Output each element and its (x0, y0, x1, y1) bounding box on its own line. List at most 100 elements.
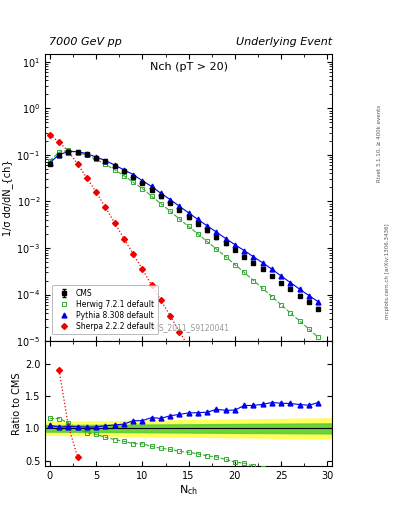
Pythia 8.308 default (103, 158, 108, 164)
Herwig 7.2.1 default (242, 269, 246, 275)
Herwig 7.2.1 default (307, 326, 311, 332)
Sherpa 2.2.2 default (84, 175, 89, 181)
Legend: CMS, Herwig 7.2.1 default, Pythia 8.308 default, Sherpa 2.2.2 default: CMS, Herwig 7.2.1 default, Pythia 8.308 … (52, 285, 158, 334)
Pythia 8.308 default (121, 167, 126, 173)
Sherpa 2.2.2 default (279, 445, 283, 451)
Sherpa 2.2.2 default (177, 329, 182, 335)
Herwig 7.2.1 default (196, 231, 200, 237)
Herwig 7.2.1 default (112, 167, 117, 173)
Line: Herwig 7.2.1 default: Herwig 7.2.1 default (48, 148, 321, 340)
Pythia 8.308 default (149, 183, 154, 189)
Herwig 7.2.1 default (214, 246, 219, 252)
Herwig 7.2.1 default (48, 158, 52, 164)
Sherpa 2.2.2 default (112, 220, 117, 226)
Pythia 8.308 default (94, 154, 99, 160)
Herwig 7.2.1 default (298, 318, 302, 324)
Sherpa 2.2.2 default (233, 406, 237, 412)
Herwig 7.2.1 default (121, 173, 126, 179)
Herwig 7.2.1 default (158, 201, 163, 207)
Sherpa 2.2.2 default (196, 359, 200, 365)
Pythia 8.308 default (288, 280, 293, 286)
Pythia 8.308 default (279, 273, 283, 279)
Text: Rivet 3.1.10, ≥ 400k events: Rivet 3.1.10, ≥ 400k events (377, 105, 382, 182)
Pythia 8.308 default (242, 247, 246, 253)
Herwig 7.2.1 default (316, 334, 321, 340)
Sherpa 2.2.2 default (298, 463, 302, 470)
Sherpa 2.2.2 default (260, 431, 265, 437)
Sherpa 2.2.2 default (66, 148, 71, 154)
Herwig 7.2.1 default (270, 293, 274, 300)
Sherpa 2.2.2 default (121, 236, 126, 242)
Herwig 7.2.1 default (168, 208, 173, 214)
Pythia 8.308 default (186, 210, 191, 216)
Herwig 7.2.1 default (288, 310, 293, 316)
Herwig 7.2.1 default (205, 239, 209, 245)
Sherpa 2.2.2 default (48, 132, 52, 138)
Sherpa 2.2.2 default (158, 297, 163, 304)
Herwig 7.2.1 default (57, 149, 61, 155)
Sherpa 2.2.2 default (57, 139, 61, 145)
Pythia 8.308 default (177, 203, 182, 209)
Herwig 7.2.1 default (84, 152, 89, 158)
Pythia 8.308 default (66, 148, 71, 155)
Pythia 8.308 default (307, 292, 311, 298)
Sherpa 2.2.2 default (205, 373, 209, 379)
Line: Sherpa 2.2.2 default: Sherpa 2.2.2 default (48, 133, 320, 483)
Sherpa 2.2.2 default (214, 386, 219, 392)
Y-axis label: 1/σ dσ/dN_{ch}: 1/σ dσ/dN_{ch} (2, 159, 13, 236)
Pythia 8.308 default (196, 217, 200, 223)
Herwig 7.2.1 default (94, 156, 99, 162)
Pythia 8.308 default (205, 223, 209, 229)
Pythia 8.308 default (75, 148, 80, 155)
Herwig 7.2.1 default (177, 216, 182, 222)
Sherpa 2.2.2 default (288, 455, 293, 461)
Sherpa 2.2.2 default (140, 266, 145, 272)
Herwig 7.2.1 default (279, 302, 283, 308)
Pythia 8.308 default (158, 190, 163, 197)
Herwig 7.2.1 default (131, 179, 136, 185)
Pythia 8.308 default (316, 298, 321, 305)
Text: 7000 GeV pp: 7000 GeV pp (49, 37, 122, 47)
Herwig 7.2.1 default (233, 262, 237, 268)
Herwig 7.2.1 default (66, 147, 71, 154)
Text: CMS_2011_S9120041: CMS_2011_S9120041 (148, 324, 230, 332)
Sherpa 2.2.2 default (168, 313, 173, 319)
Y-axis label: Ratio to CMS: Ratio to CMS (12, 372, 22, 435)
Pythia 8.308 default (84, 151, 89, 157)
Pythia 8.308 default (214, 229, 219, 235)
Herwig 7.2.1 default (103, 161, 108, 167)
Pythia 8.308 default (223, 236, 228, 242)
Pythia 8.308 default (168, 197, 173, 203)
Pythia 8.308 default (48, 160, 52, 166)
Sherpa 2.2.2 default (186, 344, 191, 350)
Line: Pythia 8.308 default: Pythia 8.308 default (48, 149, 321, 304)
Text: Nch (pT > 20): Nch (pT > 20) (150, 62, 228, 72)
Sherpa 2.2.2 default (103, 204, 108, 210)
Text: mcplots.cern.ch [arXiv:1306.3436]: mcplots.cern.ch [arXiv:1306.3436] (385, 224, 389, 319)
Sherpa 2.2.2 default (270, 437, 274, 443)
Sherpa 2.2.2 default (242, 415, 246, 421)
Pythia 8.308 default (112, 162, 117, 168)
Sherpa 2.2.2 default (94, 189, 99, 195)
Sherpa 2.2.2 default (251, 423, 256, 429)
Herwig 7.2.1 default (260, 285, 265, 291)
Pythia 8.308 default (298, 286, 302, 292)
Sherpa 2.2.2 default (223, 396, 228, 402)
Pythia 8.308 default (140, 178, 145, 184)
Sherpa 2.2.2 default (316, 478, 321, 484)
Pythia 8.308 default (260, 260, 265, 266)
Pythia 8.308 default (131, 172, 136, 178)
Herwig 7.2.1 default (186, 223, 191, 229)
Pythia 8.308 default (251, 253, 256, 260)
Sherpa 2.2.2 default (75, 161, 80, 167)
Herwig 7.2.1 default (251, 278, 256, 284)
Herwig 7.2.1 default (149, 193, 154, 199)
Text: Underlying Event: Underlying Event (236, 37, 332, 47)
Herwig 7.2.1 default (223, 253, 228, 260)
Pythia 8.308 default (270, 266, 274, 272)
Herwig 7.2.1 default (140, 185, 145, 191)
Sherpa 2.2.2 default (307, 470, 311, 476)
X-axis label: N$_{\rm ch}$: N$_{\rm ch}$ (179, 483, 198, 497)
Sherpa 2.2.2 default (149, 282, 154, 288)
Sherpa 2.2.2 default (131, 251, 136, 257)
